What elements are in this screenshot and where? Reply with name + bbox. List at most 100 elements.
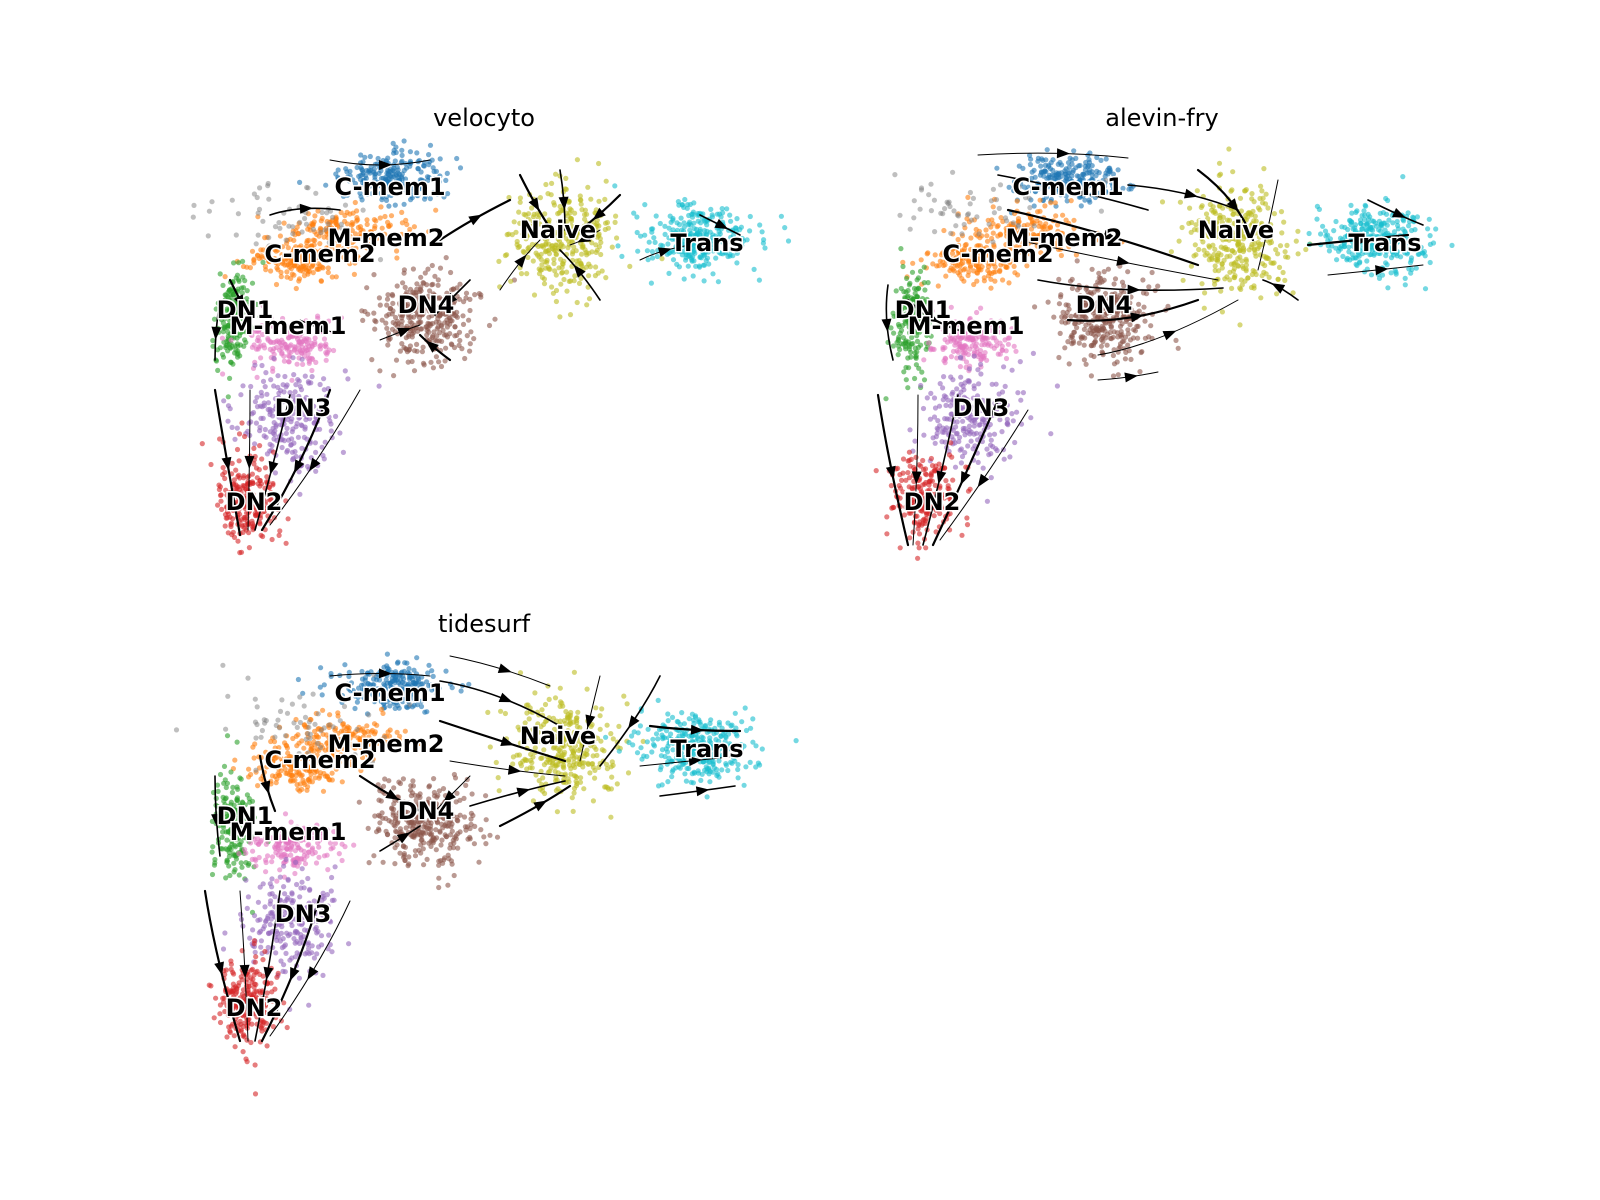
- cell-point: [995, 233, 1001, 239]
- cell-point: [411, 368, 418, 374]
- cell-point: [573, 248, 579, 254]
- cell-point: [342, 368, 348, 374]
- cluster-label-c-mem1: C-mem1: [1012, 173, 1123, 201]
- cell-point: [912, 375, 918, 382]
- cell-point: [598, 251, 604, 258]
- cell-point: [909, 269, 916, 275]
- cell-point: [292, 345, 298, 351]
- cell-point: [1306, 230, 1312, 237]
- cell-point: [970, 195, 977, 201]
- cell-point: [237, 475, 243, 481]
- cell-point: [335, 167, 341, 173]
- cell-point: [1002, 383, 1008, 389]
- cell-point: [924, 251, 930, 257]
- cell-point: [1395, 222, 1401, 229]
- cell-point: [747, 228, 753, 234]
- cell-point: [1252, 250, 1258, 256]
- cell-point: [377, 215, 383, 221]
- cell-point: [383, 197, 390, 203]
- cell-point: [431, 329, 437, 335]
- cell-point: [658, 242, 664, 248]
- cell-point: [1125, 269, 1131, 275]
- cell-point: [443, 177, 449, 183]
- cell-point: [242, 516, 248, 523]
- cell-point: [516, 209, 522, 215]
- cell-point: [323, 357, 329, 363]
- cell-point: [280, 328, 286, 335]
- cell-point: [265, 180, 271, 187]
- cell-point: [262, 384, 268, 390]
- cell-point: [267, 406, 273, 412]
- cell-point: [1108, 324, 1114, 330]
- cell-point: [1357, 217, 1364, 223]
- cell-point: [1314, 216, 1320, 222]
- cell-point: [1089, 325, 1095, 331]
- cell-point: [918, 382, 924, 389]
- cell-point: [372, 326, 378, 332]
- cell-point: [553, 298, 560, 305]
- cell-point: [253, 241, 259, 247]
- cell-point: [1252, 269, 1258, 275]
- cell-point: [210, 343, 216, 349]
- cell-point: [906, 449, 913, 455]
- cell-point: [325, 269, 331, 276]
- cell-point: [336, 242, 342, 248]
- cell-point: [430, 365, 436, 371]
- cell-point: [255, 232, 261, 238]
- cell-point: [903, 364, 909, 371]
- cell-point: [1278, 209, 1285, 215]
- cell-point: [246, 420, 252, 426]
- cell-point: [943, 478, 949, 484]
- cell-point: [425, 266, 431, 272]
- cell-point: [1327, 236, 1333, 242]
- cell-point: [301, 265, 307, 272]
- cell-point: [986, 452, 992, 458]
- cell-point: [437, 265, 444, 271]
- cell-point: [922, 287, 928, 293]
- cell-point: [386, 203, 392, 209]
- cell-point: [424, 282, 430, 288]
- panel-alevin-fry: alevin-fry C-mem1 M-mem2 C-mem2 DN1 M-me…: [873, 104, 1455, 561]
- cell-point: [422, 270, 428, 276]
- cell-point: [923, 472, 930, 478]
- cell-point: [1402, 282, 1408, 288]
- cell-point: [243, 324, 249, 330]
- cell-point: [965, 443, 971, 449]
- cell-point: [631, 210, 637, 216]
- cell-point: [951, 208, 957, 214]
- cell-point: [911, 215, 917, 221]
- cell-point: [785, 238, 792, 244]
- cell-point: [309, 367, 315, 374]
- cell-point: [366, 169, 372, 175]
- cell-point: [262, 465, 268, 471]
- cell-point: [299, 350, 305, 356]
- cell-point: [418, 274, 424, 280]
- cell-point: [304, 238, 310, 244]
- cell-point: [371, 272, 377, 278]
- streamline-arrowhead: [1124, 372, 1138, 383]
- cell-point: [345, 376, 351, 382]
- cell-point: [302, 373, 308, 379]
- cell-point: [430, 291, 436, 297]
- cell-point: [228, 359, 234, 365]
- cell-point: [981, 278, 988, 284]
- cell-point: [260, 415, 266, 421]
- cell-point: [1083, 361, 1089, 367]
- cell-point: [384, 325, 390, 331]
- cell-point: [900, 456, 907, 462]
- cell-point: [362, 308, 368, 315]
- cell-point: [988, 442, 994, 448]
- cell-point: [273, 422, 279, 428]
- cell-point: [1010, 418, 1016, 424]
- cell-point: [323, 250, 329, 256]
- cell-point: [1069, 285, 1075, 291]
- cell-point: [1212, 281, 1218, 287]
- cell-point: [659, 256, 665, 262]
- cell-point: [1060, 212, 1066, 218]
- cell-point: [1071, 148, 1077, 154]
- cell-point: [917, 268, 924, 274]
- cell-point: [922, 518, 929, 524]
- cell-point: [1006, 184, 1012, 190]
- cell-point: [399, 152, 405, 158]
- cell-point: [318, 248, 324, 254]
